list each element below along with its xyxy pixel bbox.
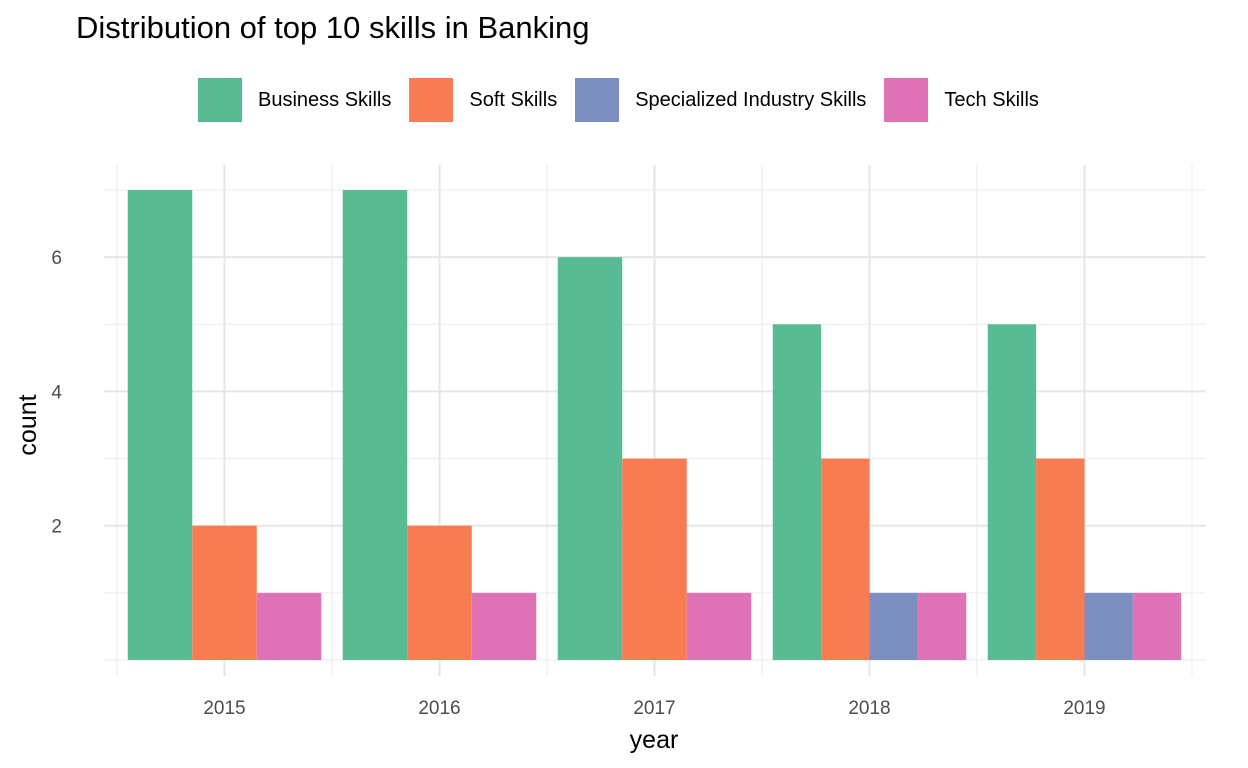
legend-item-tech-skills: Tech Skills	[884, 78, 1039, 122]
y-axis-ticks: 2 4 6	[51, 248, 62, 538]
legend-label-tech-skills: Tech Skills	[944, 88, 1039, 111]
y-axis-title: count	[14, 394, 42, 455]
legend-item-business-skills: Business Skills	[198, 78, 391, 122]
bar-2016-business-skills	[342, 190, 408, 660]
legend-label-specialized-industry-skills: Specialized Industry Skills	[635, 88, 867, 111]
legend-swatch-tech-skills	[884, 78, 929, 122]
bar-2019-soft-skills	[1036, 458, 1085, 660]
legend-swatch-soft-skills	[409, 78, 454, 122]
x-tick-label-2017: 2017	[633, 698, 675, 719]
bar-2016-tech-skills	[471, 592, 537, 660]
bar-2018-soft-skills	[821, 458, 870, 660]
bar-2019-specialized-industry-skills	[1084, 592, 1133, 660]
chart-title: Distribution of top 10 skills in Banking	[76, 10, 590, 45]
x-tick-label-2016: 2016	[418, 698, 460, 719]
bar-2016-soft-skills	[407, 525, 472, 660]
bars	[127, 190, 1182, 660]
legend-swatch-specialized-industry-skills	[575, 78, 620, 122]
x-tick-label-2019: 2019	[1063, 698, 1105, 719]
x-axis-ticks: 2015 2016 2017 2018 2019	[203, 698, 1105, 719]
bar-2018-business-skills	[772, 324, 822, 660]
legend-label-business-skills: Business Skills	[258, 88, 392, 111]
bar-2015-tech-skills	[256, 592, 322, 660]
bar-2017-tech-skills	[686, 592, 752, 660]
legend: Business Skills Soft Skills Specialized …	[198, 78, 1057, 122]
legend-label-soft-skills: Soft Skills	[469, 88, 558, 111]
x-tick-label-2015: 2015	[203, 698, 245, 719]
y-tick-label-6: 6	[51, 248, 62, 269]
bar-2015-business-skills	[127, 190, 193, 660]
x-axis-title: year	[630, 726, 679, 754]
legend-item-soft-skills: Soft Skills	[409, 78, 557, 122]
bar-2019-tech-skills	[1132, 592, 1182, 660]
bar-2018-specialized-industry-skills	[869, 592, 918, 660]
legend-item-specialized-industry-skills: Specialized Industry Skills	[575, 78, 866, 122]
bar-2017-business-skills	[557, 257, 623, 660]
legend-swatch-business-skills	[198, 78, 242, 122]
y-tick-label-2: 2	[51, 517, 62, 538]
y-tick-label-4: 4	[51, 382, 62, 403]
x-tick-label-2018: 2018	[848, 698, 890, 719]
bar-2015-soft-skills	[192, 525, 257, 660]
bar-2017-soft-skills	[622, 458, 687, 660]
bar-2018-tech-skills	[917, 592, 967, 660]
bar-2019-business-skills	[987, 324, 1037, 660]
